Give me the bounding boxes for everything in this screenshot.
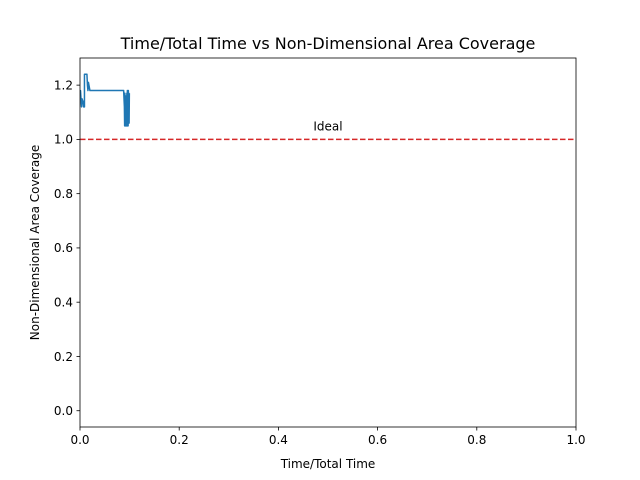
y-axis-label: Non-Dimensional Area Coverage [28,145,42,340]
chart-title: Time/Total Time vs Non-Dimensional Area … [120,34,536,53]
x-axis-label: Time/Total Time [280,457,376,471]
series-line-0 [80,73,131,127]
x-tick-label: 0.6 [368,433,387,447]
y-tick-label: 1.0 [54,133,73,147]
plot-area: Ideal 0.0 0.2 0.4 0.6 0.8 1.0 0.0 0.2 0.4 0.6 0.8 1.… [54,57,586,447]
y-tick-label: 0.0 [54,404,73,418]
y-tick-label: 0.4 [54,295,73,309]
x-tick-label: 1.0 [566,433,585,447]
x-tick-label: 0.2 [170,433,189,447]
x-tick-label: 0.8 [467,433,486,447]
y-tick-label: 0.6 [54,241,73,255]
y-tick-label: 1.2 [54,78,73,92]
y-tick-label: 0.8 [54,187,73,201]
axes-frame [79,57,577,428]
x-tick-label: 0.0 [70,433,89,447]
ideal-label: Ideal [313,119,342,133]
x-tick-label: 0.4 [269,433,288,447]
y-tick-label: 0.2 [54,350,73,364]
